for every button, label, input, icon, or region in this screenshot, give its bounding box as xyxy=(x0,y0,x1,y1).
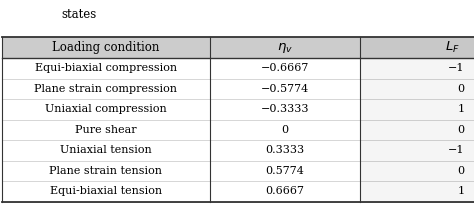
Text: 0: 0 xyxy=(281,125,288,135)
Text: 0.5774: 0.5774 xyxy=(265,166,304,176)
Bar xyxy=(2,181,360,202)
Bar xyxy=(2,99,360,120)
Text: 1: 1 xyxy=(457,104,465,114)
Text: −0.5774: −0.5774 xyxy=(261,84,309,94)
Text: 0.3333: 0.3333 xyxy=(265,145,304,155)
Bar xyxy=(360,58,474,79)
Bar xyxy=(360,181,474,202)
Text: Loading condition: Loading condition xyxy=(52,41,160,54)
Text: Plane strain compression: Plane strain compression xyxy=(35,84,177,94)
Bar xyxy=(2,37,474,58)
Bar xyxy=(2,120,360,140)
Text: −1: −1 xyxy=(448,145,465,155)
Bar xyxy=(2,79,360,99)
Text: −1: −1 xyxy=(448,63,465,73)
Text: −0.3333: −0.3333 xyxy=(260,104,309,114)
Bar xyxy=(360,37,474,58)
Bar xyxy=(2,140,360,161)
Text: 0.6667: 0.6667 xyxy=(265,187,304,197)
Text: $\eta_v$: $\eta_v$ xyxy=(277,41,292,55)
Bar xyxy=(360,99,474,120)
Text: Uniaxial tension: Uniaxial tension xyxy=(60,145,152,155)
Text: Equi-biaxial tension: Equi-biaxial tension xyxy=(50,187,162,197)
Text: Pure shear: Pure shear xyxy=(75,125,137,135)
Text: 0: 0 xyxy=(457,166,465,176)
Text: 0: 0 xyxy=(457,84,465,94)
Text: $L_F$: $L_F$ xyxy=(445,40,460,55)
Bar xyxy=(360,140,474,161)
Text: Uniaxial compression: Uniaxial compression xyxy=(45,104,167,114)
Text: states: states xyxy=(62,8,97,21)
Text: −0.6667: −0.6667 xyxy=(260,63,309,73)
Bar xyxy=(2,58,360,79)
Text: 0: 0 xyxy=(457,125,465,135)
Bar xyxy=(2,161,360,181)
Bar xyxy=(360,79,474,99)
Text: Plane strain tension: Plane strain tension xyxy=(49,166,163,176)
Bar xyxy=(360,161,474,181)
Text: Equi-biaxial compression: Equi-biaxial compression xyxy=(35,63,177,73)
Text: 1: 1 xyxy=(457,187,465,197)
Bar xyxy=(360,120,474,140)
